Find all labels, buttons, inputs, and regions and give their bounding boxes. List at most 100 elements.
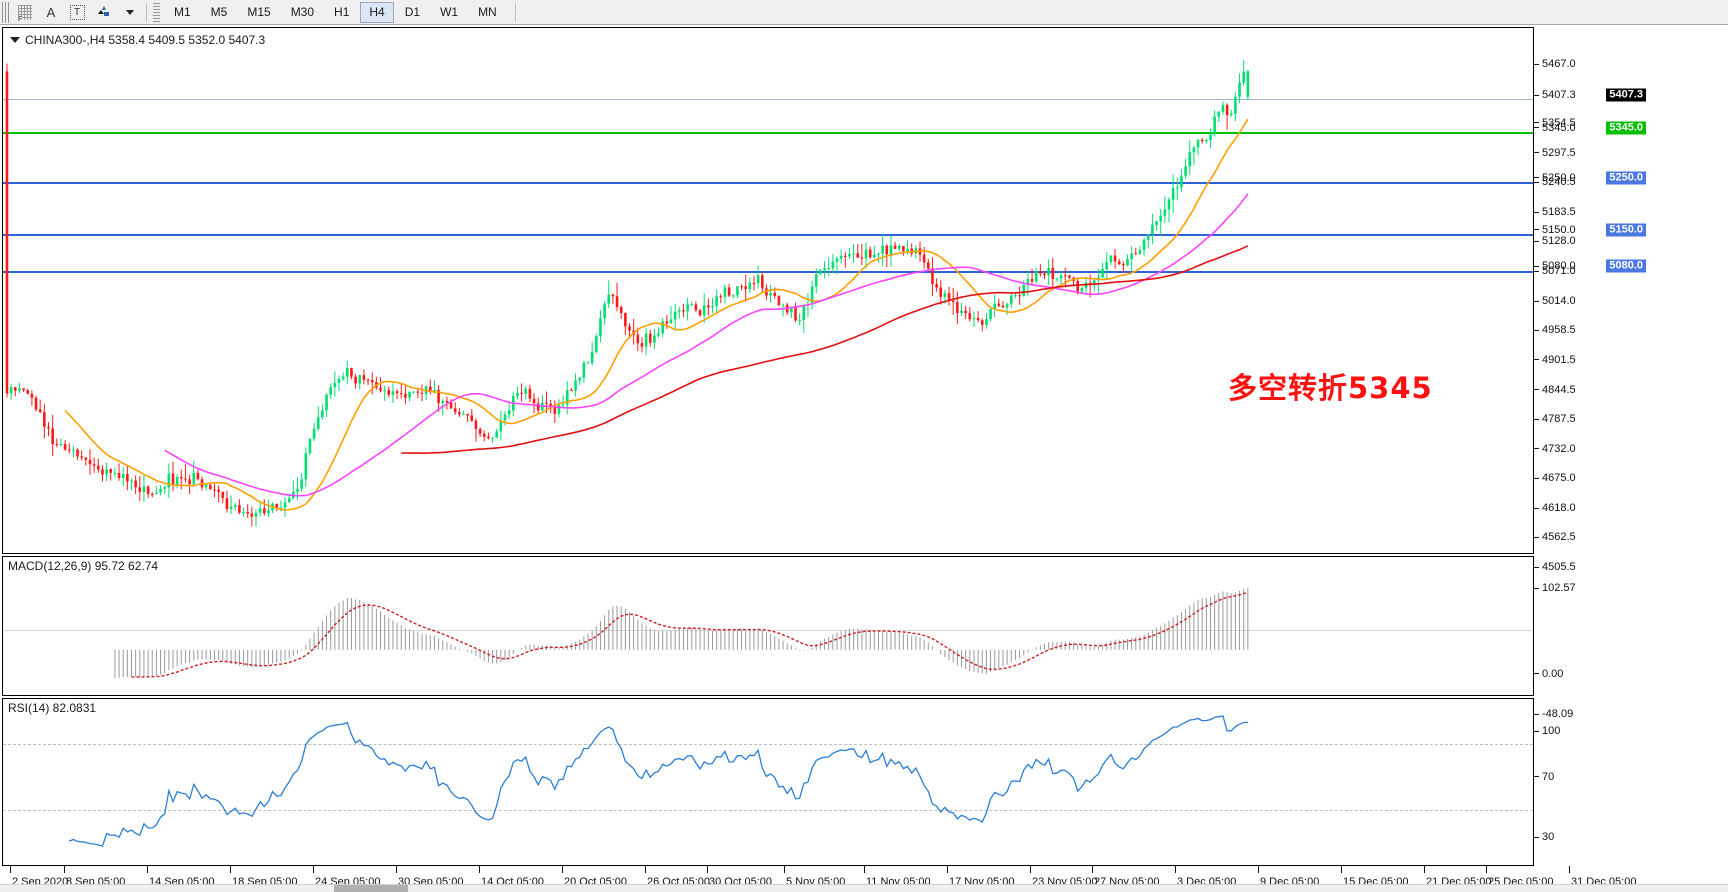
price-tick: 5240.5 <box>1534 176 1576 189</box>
price-tick: 5345.0 <box>1534 122 1576 134</box>
macd-tick-label: 0.00 <box>1542 667 1564 680</box>
price-tick: 4958.5 <box>1534 324 1576 336</box>
price-tick-label: 4562.5 <box>1542 531 1576 544</box>
price-tick: 4562.5 <box>1534 531 1576 543</box>
price-tick-label: 5297.5 <box>1542 146 1576 159</box>
price-tick: 4732.0 <box>1534 442 1576 455</box>
price-tag-5407-3[interactable]: 5407.3 <box>1606 88 1646 102</box>
time-tick <box>313 866 314 873</box>
level-line-5250 <box>3 182 1533 184</box>
macd-series-layer <box>114 587 1249 678</box>
price-tick: 5354.5 <box>1534 117 1576 129</box>
time-tick <box>10 866 11 873</box>
timeframe-h4[interactable]: H4 <box>360 1 394 23</box>
horizontal-scrollbar-track[interactable] <box>0 884 1728 892</box>
price-tick: 4675.0 <box>1534 472 1576 484</box>
timeframe-d1[interactable]: D1 <box>404 5 421 19</box>
price-tick-label: 4958.5 <box>1542 324 1576 337</box>
timeframe-w1[interactable]: W1 <box>440 5 459 19</box>
rsi-tick: 100 <box>1534 725 1560 737</box>
rsi-scale[interactable]: 100 70 30 <box>1534 723 1728 891</box>
time-tick <box>1424 866 1425 873</box>
price-tick: 5128.0 <box>1534 235 1576 247</box>
price-tag-5080-0[interactable]: 5080.0 <box>1606 259 1646 273</box>
price-tick-label: 5071.0 <box>1542 265 1576 278</box>
chart-annotation: 多空转折5345 <box>1228 371 1433 405</box>
price-tick-label: 4732.0 <box>1542 442 1576 455</box>
macd-pane-header[interactable]: MACD(12,26,9) 95.72 62.74 <box>8 559 158 573</box>
time-tick <box>1030 866 1031 873</box>
rsi-tick: 70 <box>1534 771 1554 783</box>
timeframe-mn[interactable]: MN <box>478 5 497 19</box>
grid-crosshair-icon[interactable]: F <box>13 2 37 23</box>
time-tick <box>562 866 563 873</box>
rsi-series-layer <box>68 715 1248 848</box>
rsi-tick-label: 70 <box>1542 770 1555 783</box>
price-tick: 4618.0 <box>1534 502 1576 514</box>
rsi-tick-label: 30 <box>1542 831 1555 844</box>
price-tick-label: 4505.5 <box>1542 561 1576 574</box>
macd-scale[interactable]: 102.57 0.00 -48.09 <box>1534 581 1728 721</box>
horizontal-scrollbar-thumb[interactable] <box>334 885 408 892</box>
price-tick: 4787.5 <box>1534 413 1576 426</box>
price-tick-label: 5240.5 <box>1542 176 1576 189</box>
shapes-glyph <box>98 6 109 16</box>
time-tick <box>1092 866 1093 873</box>
timeframe-h1[interactable]: H1 <box>334 5 350 19</box>
macd-tick-label: -48.09 <box>1542 708 1574 721</box>
macd-tick: -48.09 <box>1534 708 1573 720</box>
rsi-level-70 <box>3 744 1533 745</box>
price-tick-label: 5250.0 <box>1542 171 1576 184</box>
price-tick-label: 5354.5 <box>1542 116 1576 129</box>
time-tick <box>707 866 708 873</box>
chart-area: 多空转折5345 CHINA300-,H4 5358.4 5409.5 5352… <box>0 25 1728 892</box>
text-label-icon[interactable]: A <box>46 4 56 20</box>
price-tick: 5183.5 <box>1534 206 1576 218</box>
time-tick <box>1258 866 1259 873</box>
time-tick <box>230 866 231 873</box>
text-box-icon[interactable]: T <box>65 2 89 23</box>
price-pane[interactable]: 多空转折5345 <box>2 27 1534 554</box>
price-tick: 5014.0 <box>1534 295 1576 307</box>
price-tick: 4901.5 <box>1534 354 1576 366</box>
price-tick-label: 5150.0 <box>1542 223 1576 236</box>
price-series-layer <box>5 60 1250 527</box>
price-tick: 5071.0 <box>1534 265 1576 277</box>
toolbar-drag-handle[interactable] <box>2 1 11 23</box>
price-tick-label: 4618.0 <box>1542 502 1576 515</box>
price-tick-label: 5080.0 <box>1542 260 1576 273</box>
collapse-triangle-icon[interactable] <box>10 37 20 43</box>
price-tick-label: 4675.0 <box>1542 472 1576 485</box>
timeframe-m5[interactable]: M5 <box>210 5 228 19</box>
chevron-down-icon[interactable] <box>117 2 141 23</box>
macd-pane[interactable] <box>2 556 1534 696</box>
price-tick-label: 4787.5 <box>1542 413 1576 426</box>
time-tick <box>1569 866 1570 873</box>
price-tick-label: 5183.5 <box>1542 206 1576 219</box>
macd-tick: 0.00 <box>1534 668 1563 680</box>
timeframe-m15[interactable]: M15 <box>247 5 271 19</box>
time-tick <box>947 866 948 873</box>
macd-tick-label: 102.57 <box>1542 582 1576 595</box>
price-scale[interactable]: 5467.0 5407.3 5354.5 5345.0 5297.5 5250.0 5240… <box>1534 52 1728 579</box>
time-tick <box>1486 866 1487 873</box>
price-tag-5250-0[interactable]: 5250.0 <box>1606 171 1646 185</box>
macd-tick: 102.57 <box>1534 582 1576 594</box>
price-pane-header-text: CHINA300-,H4 5358.4 5409.5 5352.0 5407.3 <box>25 33 266 47</box>
grid-icon-label: F <box>18 15 23 23</box>
shapes-icon[interactable] <box>91 2 115 23</box>
timeframe-m1[interactable]: M1 <box>174 5 191 19</box>
rsi-pane[interactable] <box>2 698 1534 866</box>
rsi-header-text: RSI(14) 82.0831 <box>8 701 97 715</box>
timeframe-m30[interactable]: M30 <box>290 5 315 19</box>
rsi-tick: 30 <box>1534 831 1554 843</box>
rsi-pane-header[interactable]: RSI(14) 82.0831 <box>8 701 96 715</box>
price-pane-header[interactable]: CHINA300-,H4 5358.4 5409.5 5352.0 5407.3 <box>10 33 265 47</box>
timeframe-drag-handle[interactable] <box>153 2 160 22</box>
time-tick <box>864 866 865 873</box>
price-tag-5150-0[interactable]: 5150.0 <box>1606 223 1646 237</box>
price-tick: 5297.5 <box>1534 147 1576 159</box>
price-tag-5345-0[interactable]: 5345.0 <box>1606 121 1646 135</box>
toolbar-separator <box>146 2 147 22</box>
